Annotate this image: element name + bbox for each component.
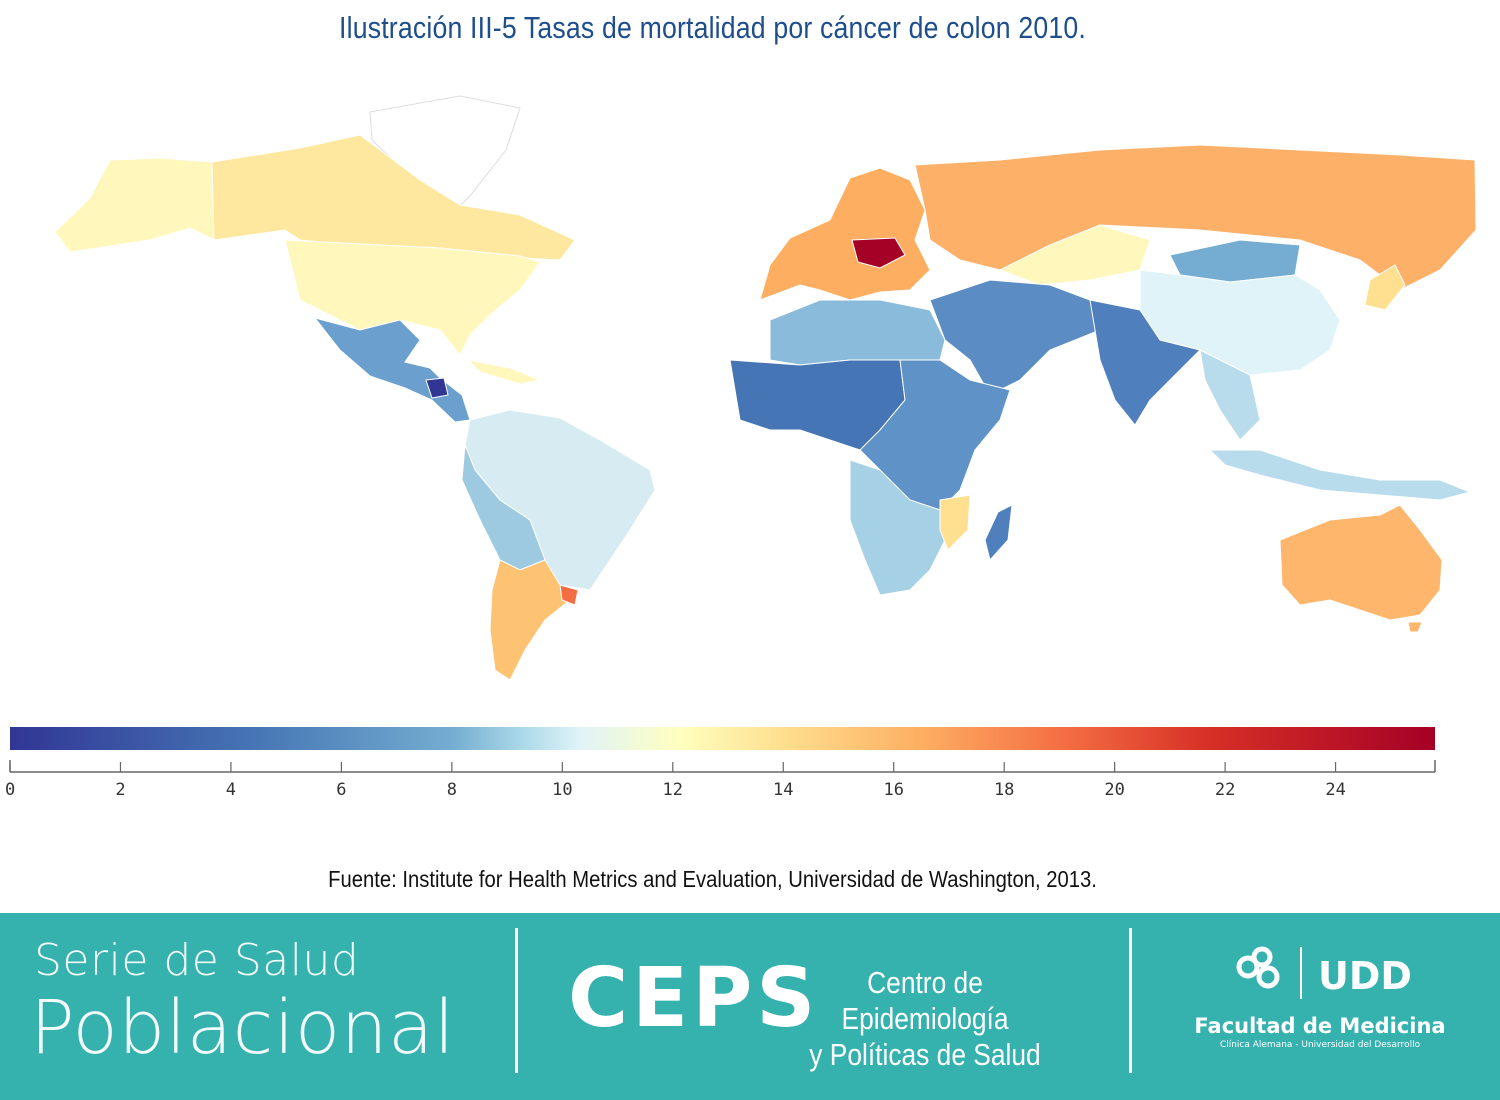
- region-madagascar: [984, 504, 1013, 562]
- ceps-full-name: Centro de Epidemiología y Políticas de S…: [789, 965, 1061, 1073]
- figure-title: Ilustración III-5 Tasas de mortalidad po…: [339, 10, 1086, 45]
- region-uruguay: [559, 584, 579, 606]
- color-scale-bar: [10, 727, 1435, 750]
- footer-banner: Serie de Salud Poblacional CEPS Centro d…: [0, 913, 1500, 1100]
- color-scale-axis: 0 2 4 6 8 10 12 14 16 18 20 22 24: [5, 760, 1436, 800]
- region-kazakhstan: [998, 224, 1151, 286]
- region-north-america: [54, 157, 215, 253]
- axis-tick-label: 8: [447, 780, 457, 800]
- ceps-acronym: CEPS: [568, 951, 820, 1046]
- region-canada: [211, 134, 576, 261]
- series-title-line2: Poblacional: [30, 985, 455, 1071]
- footer-divider-right: [1129, 928, 1132, 1073]
- axis-tick-label: 22: [1215, 780, 1235, 800]
- region-north-africa: [769, 299, 946, 366]
- axis-tick-label: 20: [1104, 780, 1124, 800]
- axis-tick-label: 18: [994, 780, 1014, 800]
- region-western-europe: [759, 167, 931, 301]
- udd-logo-text: UDD: [1318, 954, 1412, 998]
- faculty-name: Facultad de Medicina: [1194, 1014, 1446, 1038]
- region-indonesia: [1208, 449, 1472, 501]
- udd-logo-icon: UDD: [1236, 946, 1412, 999]
- region-caribbean: [466, 359, 542, 385]
- region-middle-east: [929, 279, 1101, 396]
- axis-tick-label: 6: [336, 780, 346, 800]
- axis-tick-label: 4: [226, 780, 236, 800]
- region-hungary: [851, 237, 906, 269]
- axis-tick-label: 12: [663, 780, 683, 800]
- world-choropleth-map: [54, 95, 1477, 681]
- ceps-name-line1: Centro de Epidemiología: [841, 965, 1009, 1036]
- region-southern-africa: [849, 459, 946, 596]
- region-japan: [1364, 264, 1406, 311]
- region-argentina-chile: [489, 559, 571, 681]
- region-australia: [1279, 504, 1443, 621]
- series-title-line1: Serie de Salud: [34, 935, 360, 986]
- region-india: [1089, 299, 1201, 426]
- axis-tick-label: 14: [773, 780, 793, 800]
- region-southeast-asia: [1199, 349, 1261, 441]
- axis-tick-label: 10: [552, 780, 572, 800]
- axis-tick-label: 16: [883, 780, 903, 800]
- region-mongolia: [1169, 239, 1301, 283]
- axis-tick-label: 2: [115, 780, 125, 800]
- region-north-america-usa: [284, 239, 541, 356]
- axis-tick-label: 0: [5, 780, 15, 800]
- footer-divider-left: [515, 928, 518, 1073]
- region-guatemala: [425, 377, 449, 399]
- axis-tick-label: 24: [1325, 780, 1345, 800]
- region-mozambique: [939, 494, 971, 551]
- faculty-subtitle: Clínica Alemana - Universidad del Desarr…: [1219, 1040, 1421, 1050]
- ceps-name-line2: y Políticas de Salud: [809, 1037, 1041, 1072]
- region-tasmania: [1407, 621, 1423, 633]
- source-note: Fuente: Institute for Health Metrics and…: [328, 866, 1097, 892]
